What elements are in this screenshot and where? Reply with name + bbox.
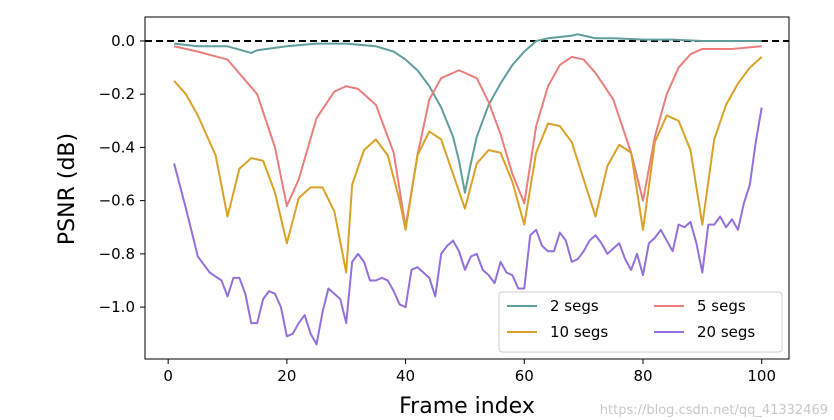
y-tick-label: −0.6 <box>99 192 135 210</box>
x-tick-label: 100 <box>747 367 776 385</box>
chart-legend: 2 segs 5 segs 10 segs 20 segs <box>498 291 783 353</box>
chart-marks <box>145 33 789 346</box>
watermark-text: https://blog.csdn.net/qq_41332469 <box>599 403 828 418</box>
legend-label-3: 10 segs <box>550 323 608 341</box>
x-tick-label: 0 <box>163 367 173 385</box>
x-axis-label: Frame index <box>399 394 535 419</box>
x-tick-label: 20 <box>277 367 296 385</box>
legend-label-1: 2 segs <box>550 297 599 315</box>
y-axis-label: PSNR (dB) <box>55 133 80 245</box>
x-tick-label: 40 <box>396 367 415 385</box>
y-tick-label: −1.0 <box>99 298 135 316</box>
x-tick-label: 60 <box>515 367 534 385</box>
plot-frame <box>144 16 790 360</box>
series-line-1 <box>173 33 762 194</box>
y-tick-label: 0.0 <box>111 32 135 50</box>
series-line-2 <box>173 45 762 229</box>
y-tick-label: −0.4 <box>99 138 135 156</box>
x-tick-label: 80 <box>633 367 652 385</box>
series-line-4 <box>173 107 763 346</box>
legend-label-4: 20 segs <box>697 323 755 341</box>
legend-box <box>498 291 783 353</box>
y-tick-label: −0.2 <box>99 85 135 103</box>
legend-label-2: 5 segs <box>697 297 746 315</box>
series-line-3 <box>173 56 763 274</box>
y-tick-label: −0.8 <box>99 245 135 263</box>
chart-axes: 0 20 40 60 80 100 0.0 −0.2 −0.4 −0.6 −0.8 −1.0 <box>99 16 790 385</box>
